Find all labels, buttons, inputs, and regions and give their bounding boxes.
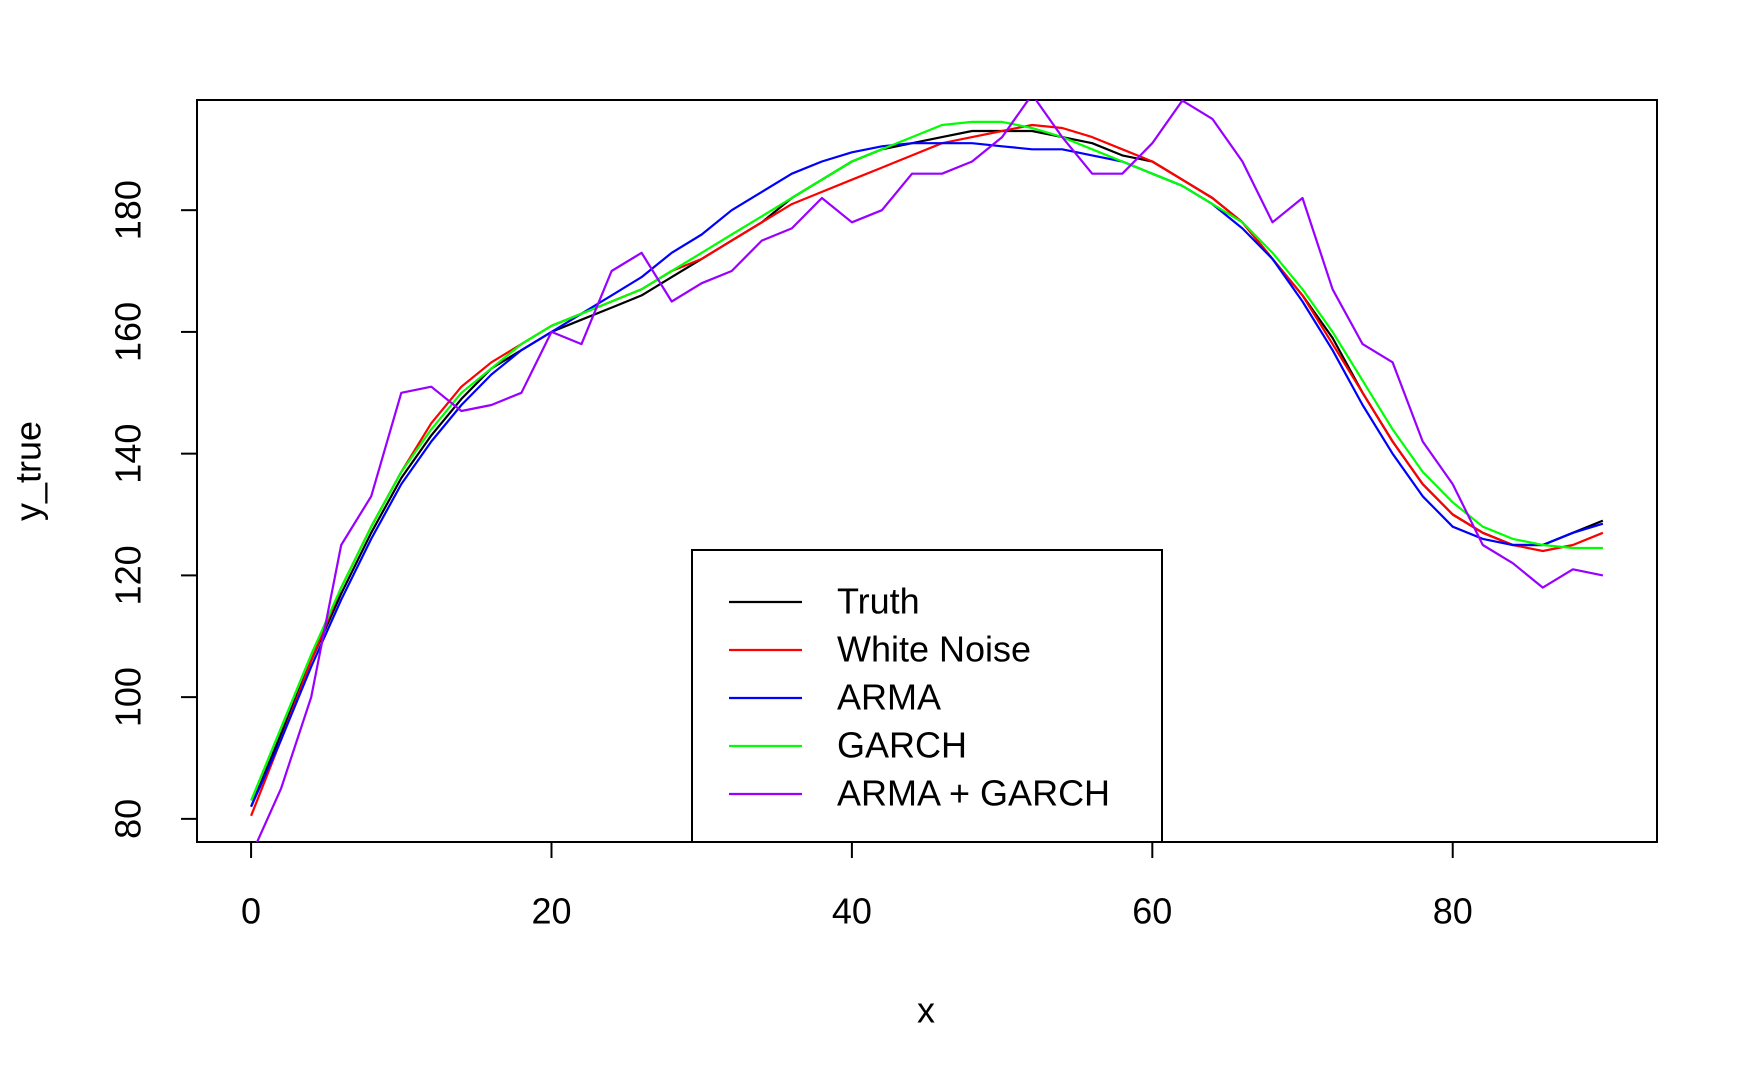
legend-label: GARCH <box>837 725 967 766</box>
series-line <box>250 142 1604 808</box>
legend-label: Truth <box>837 581 920 622</box>
legend-label: White Noise <box>837 629 1031 670</box>
y-tick-label: 100 <box>108 667 149 727</box>
x-tick-label: 80 <box>1433 891 1473 932</box>
legend-label: ARMA + GARCH <box>837 773 1110 814</box>
x-tick-label: 20 <box>531 891 571 932</box>
y-tick-label: 80 <box>108 799 149 839</box>
y-tick-label: 160 <box>108 302 149 362</box>
plot-area <box>250 100 1604 842</box>
x-tick-label: 60 <box>1132 891 1172 932</box>
series-line <box>255 100 1604 842</box>
series-line <box>250 120 1603 802</box>
series-line <box>250 123 1604 817</box>
x-axis-label: x <box>917 990 935 1031</box>
x-tick-label: 0 <box>241 891 261 932</box>
y-tick-label: 180 <box>108 180 149 240</box>
y-tick-label: 140 <box>108 424 149 484</box>
legend-label: ARMA <box>837 677 941 718</box>
y-axis-label: y_true <box>8 421 49 521</box>
y-tick-label: 120 <box>108 545 149 605</box>
x-tick-label: 40 <box>832 891 872 932</box>
